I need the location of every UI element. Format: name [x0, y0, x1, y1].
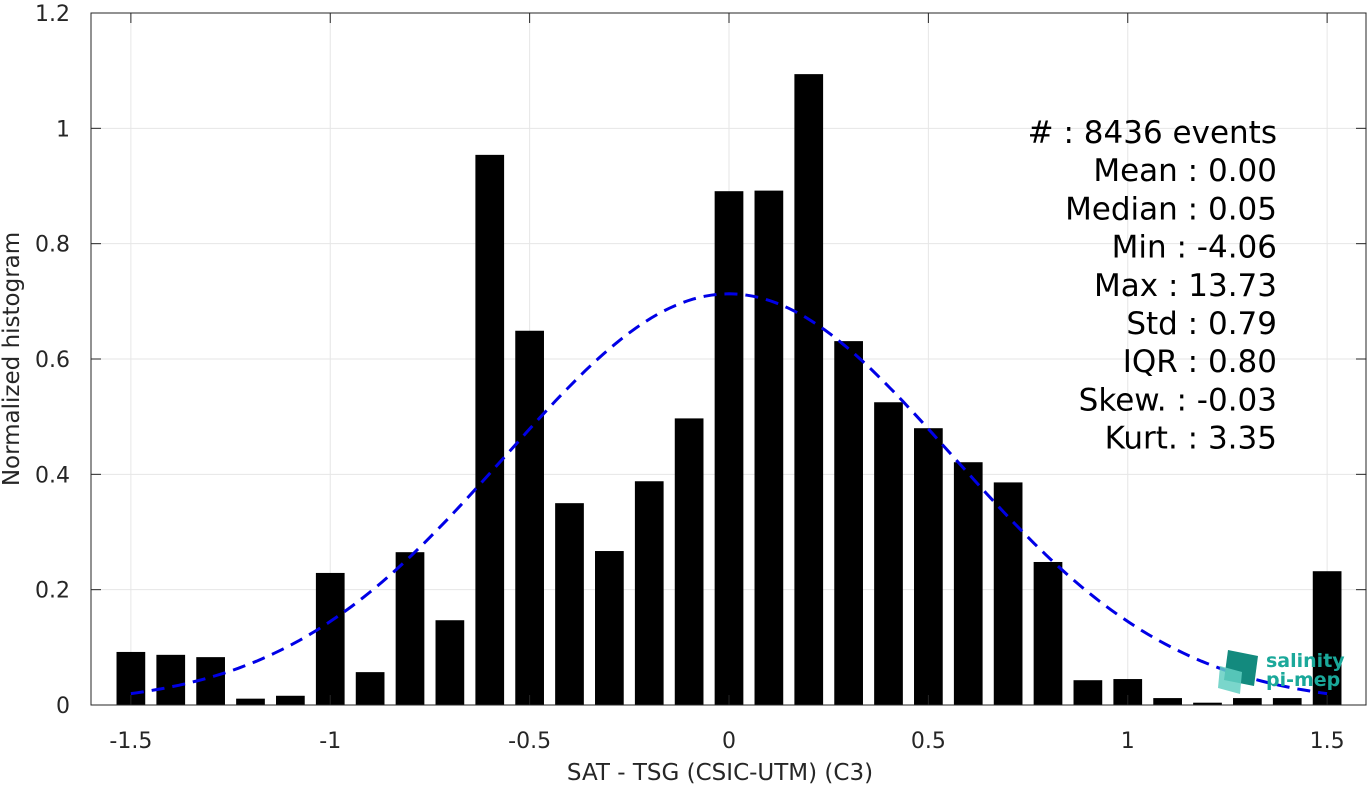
stats-line: Mean : 0.00: [1093, 153, 1277, 189]
histogram-bar: [993, 482, 1023, 705]
axis-ticks: [91, 12, 1366, 706]
histogram-bar: [1272, 698, 1302, 705]
histogram-bar: [754, 190, 784, 705]
logo-mark-wave-icon: [1218, 666, 1242, 694]
histogram-bar: [156, 654, 186, 705]
histogram-bar: [674, 418, 704, 705]
stats-line: Std : 0.79: [1126, 306, 1277, 342]
y-tick-label: 0.6: [35, 348, 70, 373]
histogram-bar: [634, 481, 664, 705]
histogram-bar: [1033, 561, 1063, 705]
histogram-bar: [1153, 698, 1182, 705]
stats-line: Skew. : -0.03: [1079, 382, 1277, 418]
histogram-bar: [355, 672, 385, 705]
y-tick-label: 0.8: [35, 233, 70, 258]
y-tick-label: 1: [56, 117, 70, 142]
histogram-bar: [435, 620, 465, 705]
y-tick-labels: 0 0.2 0.4 0.6 0.8 1 1.2: [35, 2, 70, 719]
x-tick-label: 1: [1121, 729, 1135, 754]
histogram-bar: [874, 402, 903, 705]
stats-line: # : 8436 events: [1028, 115, 1277, 151]
histogram-bar: [1193, 702, 1222, 705]
x-axis-label: SAT - TSG (CSIC-UTM) (C3): [567, 760, 873, 785]
histogram-bar: [595, 551, 624, 705]
stats-line: Kurt. : 3.35: [1105, 421, 1277, 457]
histogram-bar: [315, 572, 345, 705]
histogram-bar: [555, 503, 584, 705]
histogram-bar: [395, 552, 425, 705]
histogram-bar: [834, 341, 863, 705]
stats-line: Max : 13.73: [1094, 268, 1277, 304]
histogram-bar: [794, 74, 824, 706]
normal-fit-curve: [130, 292, 1328, 696]
stats-line: IQR : 0.80: [1123, 344, 1277, 380]
x-tick-label: 0: [722, 729, 736, 754]
histogram-bar: [1233, 698, 1262, 705]
y-tick-label: 0.4: [35, 463, 70, 488]
histogram-bar: [276, 695, 305, 705]
y-axis-label: Normalized histogram: [0, 232, 25, 486]
histogram-bar: [914, 428, 943, 705]
histogram-bar: [1312, 571, 1342, 705]
y-tick-label: 1.2: [35, 2, 70, 27]
histogram-bar: [236, 698, 265, 705]
logo-text-pi-mep: pi-mep: [1266, 669, 1340, 691]
x-tick-labels: -1.5 -1 -0.5 0 0.5 1 1.5: [109, 729, 1344, 754]
histogram-bars: [116, 74, 1342, 706]
x-tick-label: 0.5: [911, 729, 946, 754]
histogram-bar: [953, 462, 983, 705]
logo-text-salinity: salinity: [1266, 650, 1345, 672]
stats-line: Min : -4.06: [1112, 230, 1277, 266]
x-tick-label: 1.5: [1310, 729, 1345, 754]
histogram-bar: [515, 330, 544, 705]
y-tick-label: 0: [56, 694, 70, 719]
x-tick-label: -0.5: [508, 729, 551, 754]
histogram-bar: [1073, 680, 1103, 705]
salinity-pi-mep-logo: salinity pi-mep: [1218, 650, 1345, 694]
histogram-bar: [714, 191, 744, 705]
y-tick-label: 0.2: [35, 579, 70, 604]
histogram-bar: [475, 154, 505, 706]
x-tick-label: -1: [319, 729, 341, 754]
stats-line: Median : 0.05: [1065, 191, 1277, 227]
x-tick-label: -1.5: [109, 729, 152, 754]
